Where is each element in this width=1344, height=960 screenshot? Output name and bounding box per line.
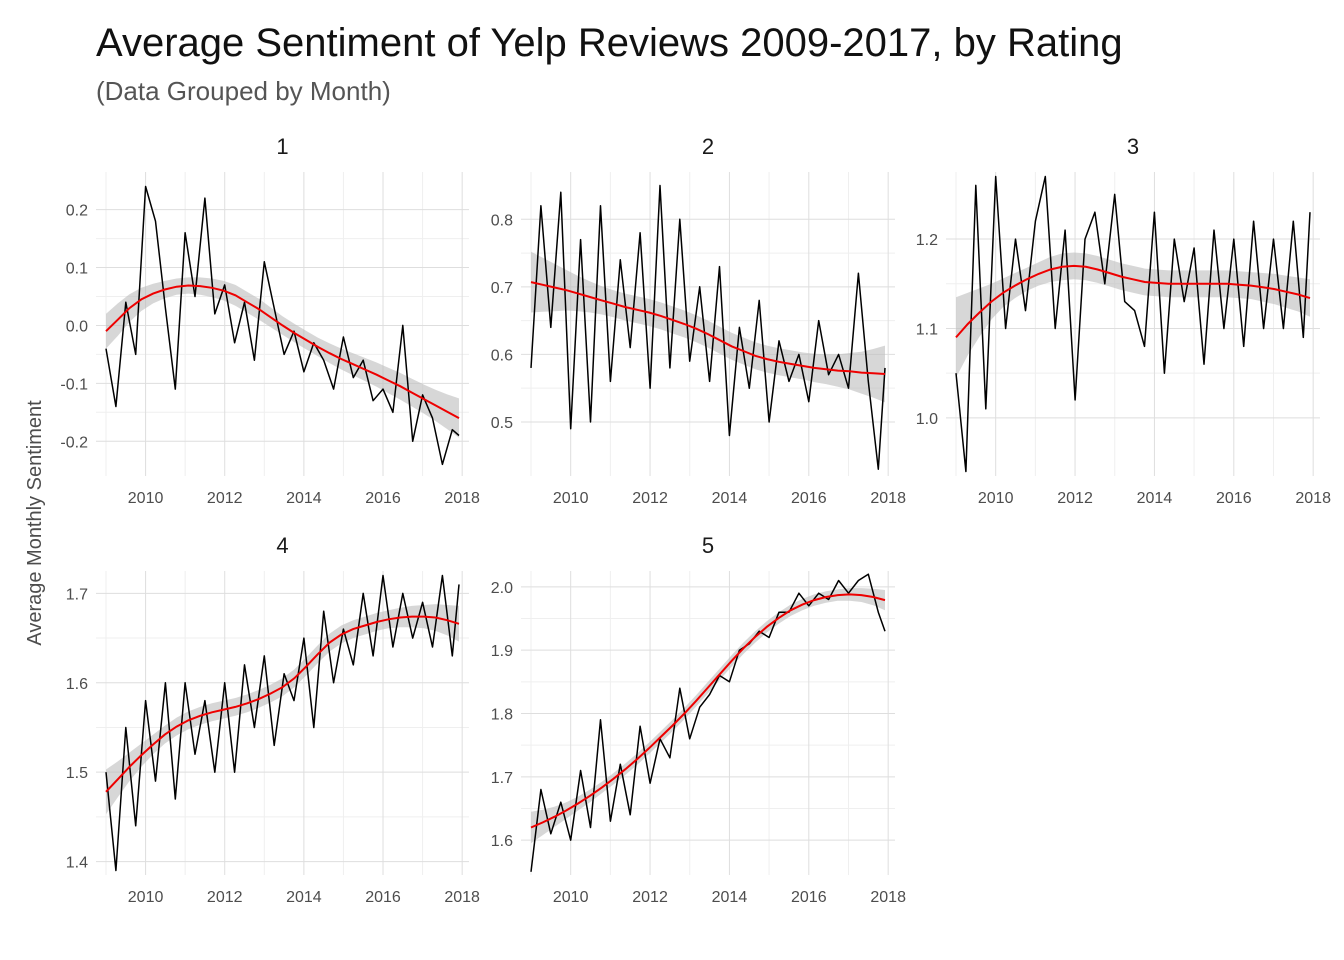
facet-panel-4: 4 2010 2012 2014 2016 2018 1.4 1.5 1.6 1.7 bbox=[66, 533, 480, 906]
x-tick-label: 2016 bbox=[791, 490, 827, 507]
y-tick-label: -0.1 bbox=[60, 376, 88, 393]
series-line bbox=[530, 184, 886, 470]
x-tick-label: 2014 bbox=[712, 889, 748, 906]
smooth-trend-line bbox=[955, 264, 1311, 339]
x-tick-label: 2016 bbox=[365, 490, 401, 507]
x-tick-label: 2010 bbox=[128, 490, 164, 507]
y-tick-label: 0.2 bbox=[66, 203, 88, 220]
x-tick-label: 2016 bbox=[365, 889, 401, 906]
facet-panel-5: 5 2010 2012 2014 2016 2018 1.6 1.7 1.8 1.9 2.0 bbox=[491, 533, 906, 906]
y-axis-label: Average Monthly Sentiment bbox=[24, 400, 46, 646]
facet-label: 2 bbox=[702, 134, 714, 159]
y-tick-label: 1.6 bbox=[491, 833, 513, 850]
x-tick-label: 2018 bbox=[444, 490, 480, 507]
series-line bbox=[105, 185, 460, 466]
y-tick-label: 1.9 bbox=[491, 643, 513, 660]
x-tick-label: 2014 bbox=[286, 889, 322, 906]
facet-label: 1 bbox=[276, 134, 288, 159]
y-tick-label: 1.5 bbox=[66, 765, 88, 782]
y-tick-label: 0.6 bbox=[491, 347, 513, 364]
chart-subtitle: (Data Grouped by Month) bbox=[96, 76, 391, 106]
series-line bbox=[955, 175, 1311, 473]
y-tick-label: 1.0 bbox=[916, 411, 938, 428]
y-tick-label: 1.1 bbox=[916, 321, 938, 338]
facet-panel-3: 3 2010 2012 2014 2016 2018 1.0 1.1 1.2 bbox=[916, 134, 1331, 507]
confidence-band bbox=[106, 604, 459, 815]
x-tick-label: 2014 bbox=[286, 490, 322, 507]
x-tick-label: 2010 bbox=[128, 889, 164, 906]
y-tick-label: 2.0 bbox=[491, 580, 513, 597]
facet-label: 3 bbox=[1127, 134, 1139, 159]
x-tick-label: 2016 bbox=[1216, 490, 1252, 507]
smooth-trend-line bbox=[530, 281, 886, 375]
x-tick-label: 2012 bbox=[207, 490, 243, 507]
facet-panel-1: 1 2010 2012 2014 2016 2018 -0.2 -0.1 0.0 0.1 0.2 bbox=[60, 134, 480, 507]
smooth-trend-line bbox=[105, 615, 460, 793]
series-line bbox=[105, 574, 460, 872]
smooth-trend-line bbox=[105, 284, 460, 419]
series-line bbox=[530, 573, 886, 872]
facet-label: 4 bbox=[276, 533, 288, 558]
y-tick-label: 0.8 bbox=[491, 212, 513, 229]
facet-label: 5 bbox=[702, 533, 714, 558]
x-tick-label: 2010 bbox=[553, 490, 589, 507]
x-tick-label: 2012 bbox=[632, 490, 668, 507]
x-tick-label: 2014 bbox=[1137, 490, 1173, 507]
confidence-band bbox=[106, 277, 459, 438]
y-tick-label: 1.2 bbox=[916, 232, 938, 249]
x-tick-label: 2016 bbox=[791, 889, 827, 906]
x-tick-label: 2018 bbox=[444, 889, 480, 906]
smooth-trend-line bbox=[530, 593, 886, 829]
facet-panel-2: 2 2010 2012 2014 2016 2018 0.5 0.6 0.7 0.8 bbox=[491, 134, 906, 507]
x-tick-label: 2012 bbox=[1057, 490, 1093, 507]
y-tick-label: 0.5 bbox=[491, 415, 513, 432]
x-tick-label: 2012 bbox=[632, 889, 668, 906]
y-tick-label: 1.7 bbox=[66, 586, 88, 603]
confidence-band bbox=[531, 251, 885, 403]
chart-title: Average Sentiment of Yelp Reviews 2009-2… bbox=[96, 21, 1123, 65]
x-tick-label: 2014 bbox=[712, 490, 748, 507]
confidence-band bbox=[956, 252, 1310, 378]
y-tick-label: 0.1 bbox=[66, 261, 88, 278]
x-tick-label: 2010 bbox=[978, 490, 1014, 507]
y-tick-label: 1.4 bbox=[66, 855, 88, 872]
x-tick-label: 2018 bbox=[870, 490, 906, 507]
x-tick-label: 2018 bbox=[870, 889, 906, 906]
y-tick-label: 1.6 bbox=[66, 676, 88, 693]
y-tick-label: 0.0 bbox=[66, 318, 88, 335]
x-tick-label: 2010 bbox=[553, 889, 589, 906]
y-tick-label: 0.7 bbox=[491, 280, 513, 297]
confidence-band bbox=[531, 588, 885, 844]
y-tick-label: -0.2 bbox=[60, 434, 88, 451]
y-tick-label: 1.7 bbox=[491, 770, 513, 787]
y-tick-label: 1.8 bbox=[491, 707, 513, 724]
x-tick-label: 2018 bbox=[1295, 490, 1331, 507]
x-tick-label: 2012 bbox=[207, 889, 243, 906]
